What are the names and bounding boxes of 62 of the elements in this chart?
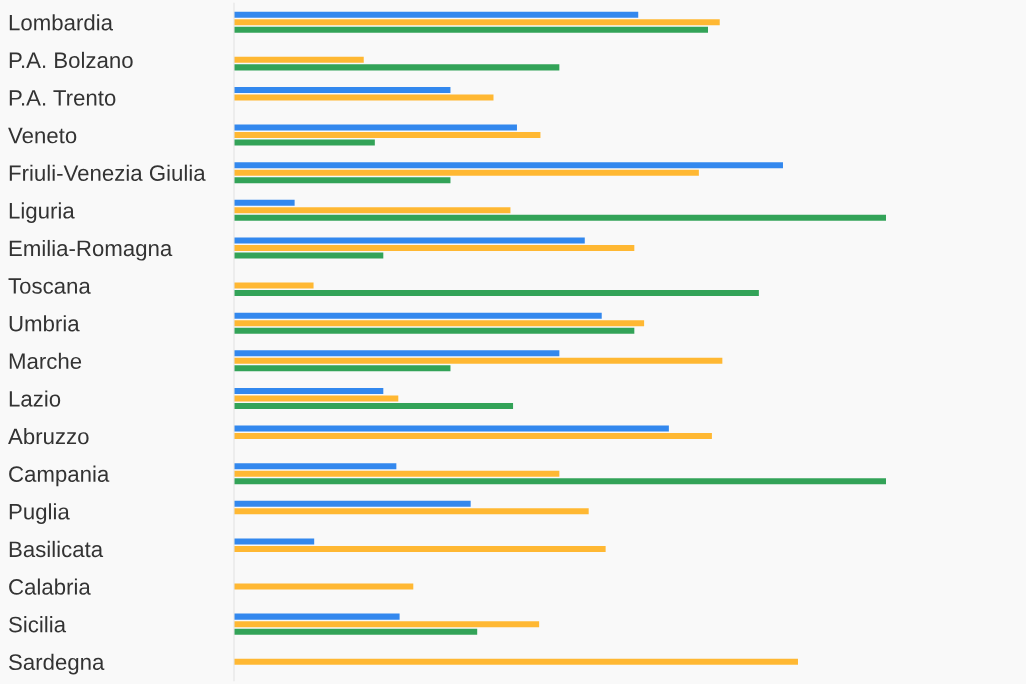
bar [234,545,606,552]
bar [234,583,414,590]
y-tick-label: Puglia [9,503,70,524]
bar [234,252,384,259]
bar [234,290,759,297]
bar [234,282,314,289]
bar [234,312,602,319]
bar [234,463,397,470]
y-tick-label: Sicilia [9,616,67,633]
bar [234,628,478,635]
bar [234,214,886,221]
y-tick-label: P.A. Bolzano [9,51,133,69]
bar [234,86,451,93]
y-tick-label: Emilia-Romagna [9,239,173,261]
bar [234,237,585,244]
bar [234,320,645,327]
y-tick-label: Lombardia [9,14,113,31]
y-tick-label: Sardegna [9,653,105,675]
bar [234,139,375,146]
bar [234,177,451,184]
bar [234,357,723,364]
bar [234,162,783,169]
y-tick-label: Veneto [8,127,77,144]
y-tick-label: Lazio [9,390,61,407]
bar [234,327,635,334]
bar [234,94,494,101]
y-tick-label: Friuli-Venezia Giulia [9,164,206,181]
bar [234,613,400,620]
bar [234,402,514,409]
bar [234,395,399,402]
bar [234,425,669,432]
bar [234,350,560,357]
y-tick-label: P.A. Trento [9,90,116,106]
bar [234,658,798,665]
bar [234,365,451,372]
y-tick-label: Umbria [9,315,80,332]
y-tick-label: Abruzzo [8,428,89,445]
bar [234,387,384,394]
bar [234,169,699,176]
bar [234,500,471,507]
y-tick-label: Marche [9,352,82,370]
bar [234,124,517,131]
bar [234,199,295,206]
bar [234,508,589,515]
bar [234,19,720,26]
bar [234,244,635,251]
bar [234,207,511,214]
bar [234,478,886,485]
bar [234,64,560,71]
bar [234,433,712,440]
y-tick-label: Liguria [9,202,75,223]
bar [234,56,364,63]
y-tick-label: Basilicata [9,540,104,558]
bar [234,26,708,33]
bar [234,11,639,18]
y-tick-label: Campania [9,465,110,487]
bar [234,538,315,545]
bar [234,470,560,477]
bar [234,132,541,139]
y-tick-label: Calabria [9,578,91,595]
bar [234,621,540,628]
y-tick-label: Toscana [8,278,91,294]
